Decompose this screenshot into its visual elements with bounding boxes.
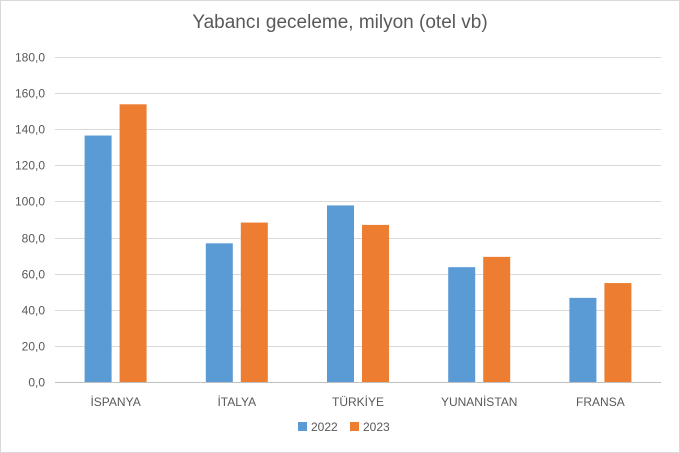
legend-label-2022: 2022	[311, 420, 338, 434]
category-label: İTALYA	[217, 395, 256, 409]
legend-label-2023: 2023	[363, 420, 390, 434]
y-tick-label: 120,0	[15, 159, 45, 173]
bars	[84, 104, 632, 383]
y-tick-label: 80,0	[22, 232, 46, 246]
bar-2022-1	[205, 243, 233, 382]
bar-2022-4	[569, 297, 597, 382]
legend: 2022 2023	[298, 420, 390, 434]
y-tick-label: 160,0	[15, 87, 45, 101]
bar-2022-2	[327, 205, 354, 382]
y-tick-label: 180,0	[15, 51, 45, 65]
y-tick-label: 0,0	[28, 376, 45, 390]
legend-swatch-2022	[298, 422, 307, 431]
x-axis-category-labels: İSPANYA İTALYA TÜRKİYE YUNANİSTAN FRANSA	[90, 395, 624, 409]
y-tick-label: 100,0	[15, 195, 45, 209]
y-axis-tick-labels: 0,0 20,0 40,0 60,0 80,0 100,0 120,0 140,0 160,0 1…	[15, 51, 45, 390]
category-label: YUNANİSTAN	[441, 395, 517, 409]
chart-title: Yabancı geceleme, milyon (otel vb)	[192, 12, 488, 33]
category-label: İSPANYA	[90, 395, 140, 409]
bar-2023-4	[604, 283, 632, 382]
bar-2022-0	[84, 135, 112, 382]
category-label: TÜRKİYE	[332, 395, 384, 409]
y-tick-label: 140,0	[15, 123, 45, 137]
y-tick-label: 60,0	[22, 268, 46, 282]
bar-2022-3	[448, 267, 476, 382]
bar-2023-1	[240, 222, 268, 382]
bar-2023-0	[119, 104, 147, 383]
legend-swatch-2023	[350, 422, 359, 431]
bar-2023-2	[362, 224, 389, 382]
bar-2023-3	[483, 256, 511, 382]
category-label: FRANSA	[576, 395, 625, 409]
y-tick-label: 40,0	[22, 304, 46, 318]
gridlines	[55, 57, 661, 383]
y-tick-label: 20,0	[22, 340, 46, 354]
